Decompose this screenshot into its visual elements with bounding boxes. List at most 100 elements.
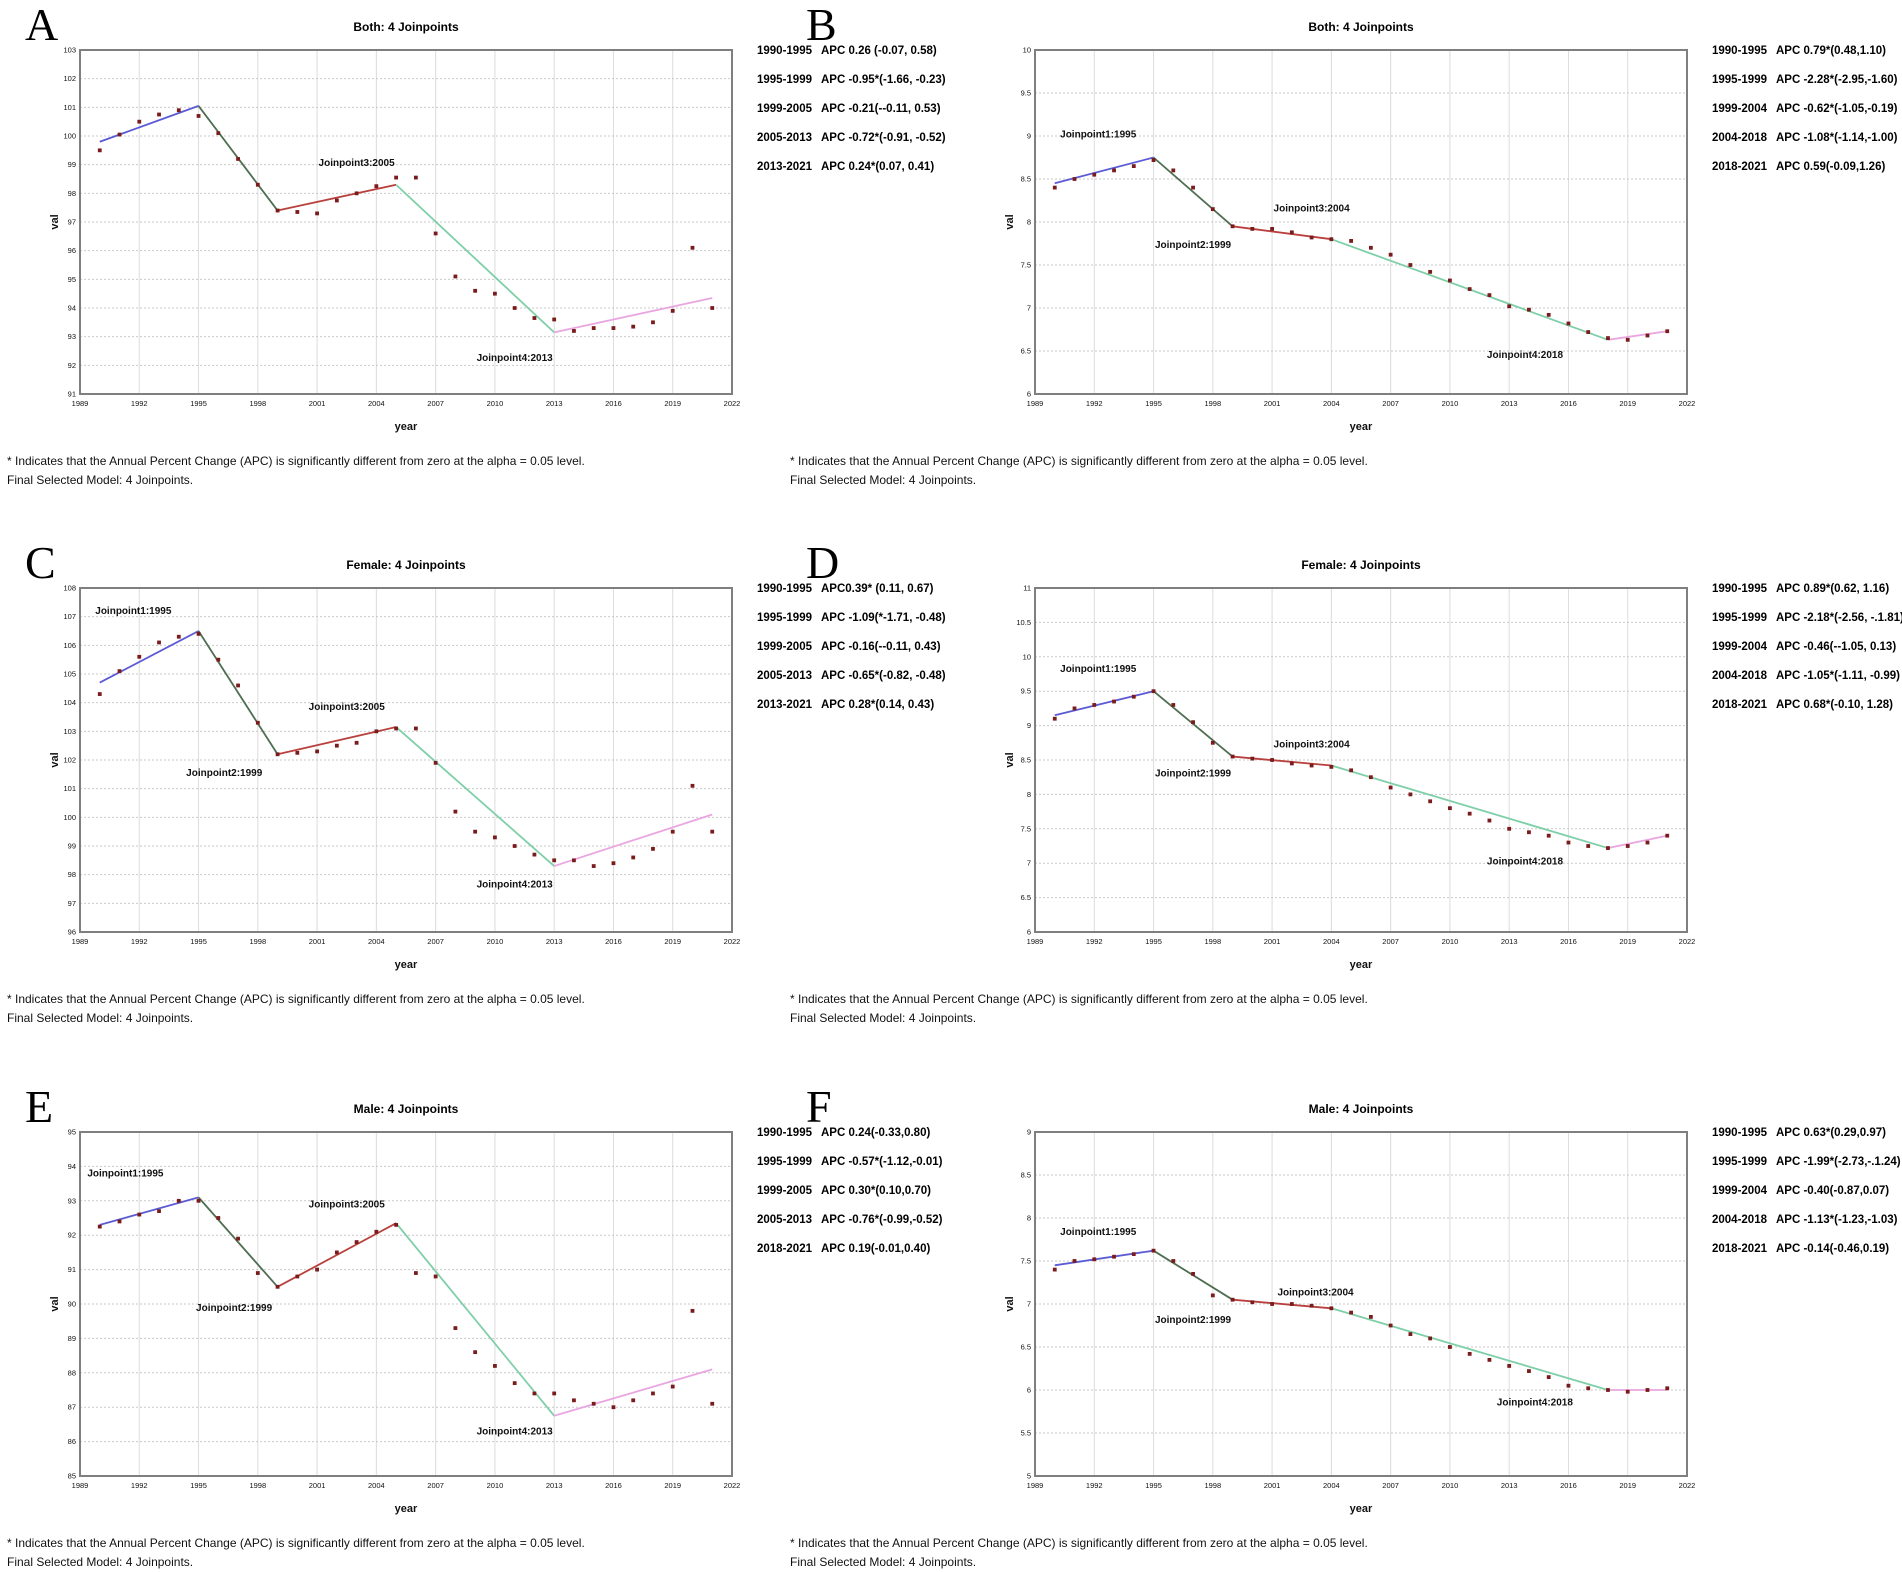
data-point <box>532 316 537 320</box>
data-point <box>394 726 399 731</box>
y-tick-label: 108 <box>63 584 76 593</box>
legend-apc-value: APC 0.30*(0.10,0.70) <box>821 1185 931 1197</box>
data-point <box>216 657 221 662</box>
data-point <box>97 1224 102 1229</box>
legend-period: 1990-1995 <box>757 45 812 57</box>
panel-letter: A <box>25 0 59 50</box>
data-point <box>1625 337 1630 342</box>
footnote-line-2: Final Selected Model: 4 Joinpoints. <box>7 1010 194 1025</box>
y-tick-label: 8 <box>1027 790 1031 799</box>
trend-segment <box>1232 1298 1332 1310</box>
legend-row: 1990-1995 APC 0.89*(0.62, 1.16) <box>1712 583 1902 595</box>
data-point <box>1625 1389 1630 1394</box>
chart-title: Female: 4 Joinpoints <box>346 558 466 572</box>
data-point <box>1052 185 1057 190</box>
data-point <box>1368 245 1373 250</box>
data-point <box>1230 754 1235 759</box>
data-point <box>1131 694 1136 699</box>
legend-row: 1990-1995 APC 0.26 (-0.07, 0.58) <box>757 45 946 57</box>
y-tick-label: 6 <box>1027 928 1031 937</box>
y-tick-label: 6 <box>1027 1386 1031 1395</box>
data-point <box>670 1384 675 1389</box>
x-tick-label: 2004 <box>1323 1481 1340 1490</box>
data-point <box>334 1250 339 1255</box>
legend-apc-value: APC -0.57*(-1.12,-0.01) <box>821 1156 943 1168</box>
chart-title: Male: 4 Joinpoints <box>353 1102 459 1116</box>
x-tick-label: 1989 <box>1027 937 1044 946</box>
y-tick-label: 105 <box>63 670 76 679</box>
data-point <box>1052 716 1057 721</box>
y-tick-label: 10 <box>1023 652 1031 661</box>
data-point <box>295 210 300 214</box>
x-tick-label: 2001 <box>309 937 326 946</box>
y-tick-label: 98 <box>68 189 76 198</box>
data-point <box>1151 1248 1156 1253</box>
x-tick-label: 1998 <box>249 937 266 946</box>
data-point <box>512 1381 517 1386</box>
data-point <box>1329 237 1334 242</box>
data-point <box>157 640 161 645</box>
data-point <box>1507 304 1512 309</box>
legend-apc-value: APC -0.65*(-0.82, -0.48) <box>821 670 946 682</box>
joinpoint-label: Joinpoint2:1999 <box>1155 1315 1232 1326</box>
data-point <box>572 858 576 863</box>
x-tick-label: 2016 <box>605 937 622 946</box>
footnote-line-2: Final Selected Model: 4 Joinpoints. <box>790 1010 977 1025</box>
y-tick-label: 7 <box>1027 859 1031 868</box>
data-point <box>1171 168 1176 173</box>
y-tick-label: 97 <box>68 899 76 908</box>
chart-title: Both: 4 Joinpoints <box>1308 20 1414 34</box>
y-axis-label: val <box>1005 1296 1016 1311</box>
joinpoint-chart: 85 86 87 88 89 90 91 92 93 94 95 1989 1992 1995 1998 20… <box>50 1128 740 1516</box>
apc-legend: 1990-1995 APC 0.26 (-0.07, 0.58) 1995-1999… <box>757 45 946 190</box>
data-point <box>137 1212 142 1217</box>
data-point <box>1665 329 1670 334</box>
x-tick-label: 2004 <box>368 937 385 946</box>
x-tick-label: 1998 <box>1204 937 1221 946</box>
y-axis-label: val <box>50 214 61 229</box>
x-axis-label: year <box>395 421 418 433</box>
data-point <box>473 1350 478 1355</box>
joinpoint-chart: 91 92 93 94 95 96 97 98 99 100 101 102 103 1989 1992 19… <box>50 46 740 434</box>
legend-period: 1995-1999 <box>1712 74 1767 86</box>
legend-apc-value: APC -2.18*(-2.56, -.1.81) <box>1776 612 1902 624</box>
legend-period: 1995-1999 <box>1712 612 1767 624</box>
data-point <box>1131 164 1136 168</box>
data-point <box>413 1271 418 1275</box>
data-point <box>157 1209 161 1214</box>
data-point <box>1210 207 1215 211</box>
x-tick-label: 1989 <box>72 399 89 408</box>
plot-frame <box>1034 587 1688 933</box>
y-tick-label: 107 <box>63 612 76 621</box>
y-tick-label: 7.5 <box>1021 824 1031 833</box>
data-point <box>1388 1323 1393 1328</box>
data-point <box>493 291 497 296</box>
data-point <box>275 1284 280 1289</box>
plot-frame <box>1034 1131 1688 1477</box>
x-tick-label: 2001 <box>1264 399 1281 408</box>
data-point <box>532 1391 537 1396</box>
data-point <box>1151 689 1156 694</box>
x-tick-label: 2007 <box>427 399 444 408</box>
x-tick-label: 2010 <box>1442 1481 1459 1490</box>
data-point <box>710 829 715 834</box>
x-tick-label: 2010 <box>487 399 504 408</box>
data-point <box>1112 699 1116 704</box>
data-point <box>1052 1267 1057 1272</box>
legend-period: 1995-1999 <box>757 1156 812 1168</box>
data-point <box>394 175 399 180</box>
x-tick-label: 2022 <box>724 1481 740 1490</box>
legend-apc-value: APC -0.95*(-1.66, -0.23) <box>821 74 946 86</box>
x-tick-label: 2013 <box>546 1481 563 1490</box>
data-point <box>275 752 280 757</box>
data-point <box>552 1391 557 1396</box>
y-tick-label: 6.5 <box>1021 347 1031 356</box>
y-tick-label: 11 <box>1023 584 1031 593</box>
data-point <box>1112 168 1116 173</box>
legend-apc-value: APC -0.62*(-1.05,-0.19) <box>1776 103 1898 115</box>
legend-row: 1999-2005 APC -0.21(--0.11, 0.53) <box>757 103 946 115</box>
footnote: * Indicates that the Annual Percent Chan… <box>790 1534 1368 1571</box>
data-point <box>413 175 418 180</box>
x-tick-label: 2016 <box>1560 937 1577 946</box>
legend-period: 1999-2004 <box>1712 1185 1767 1197</box>
